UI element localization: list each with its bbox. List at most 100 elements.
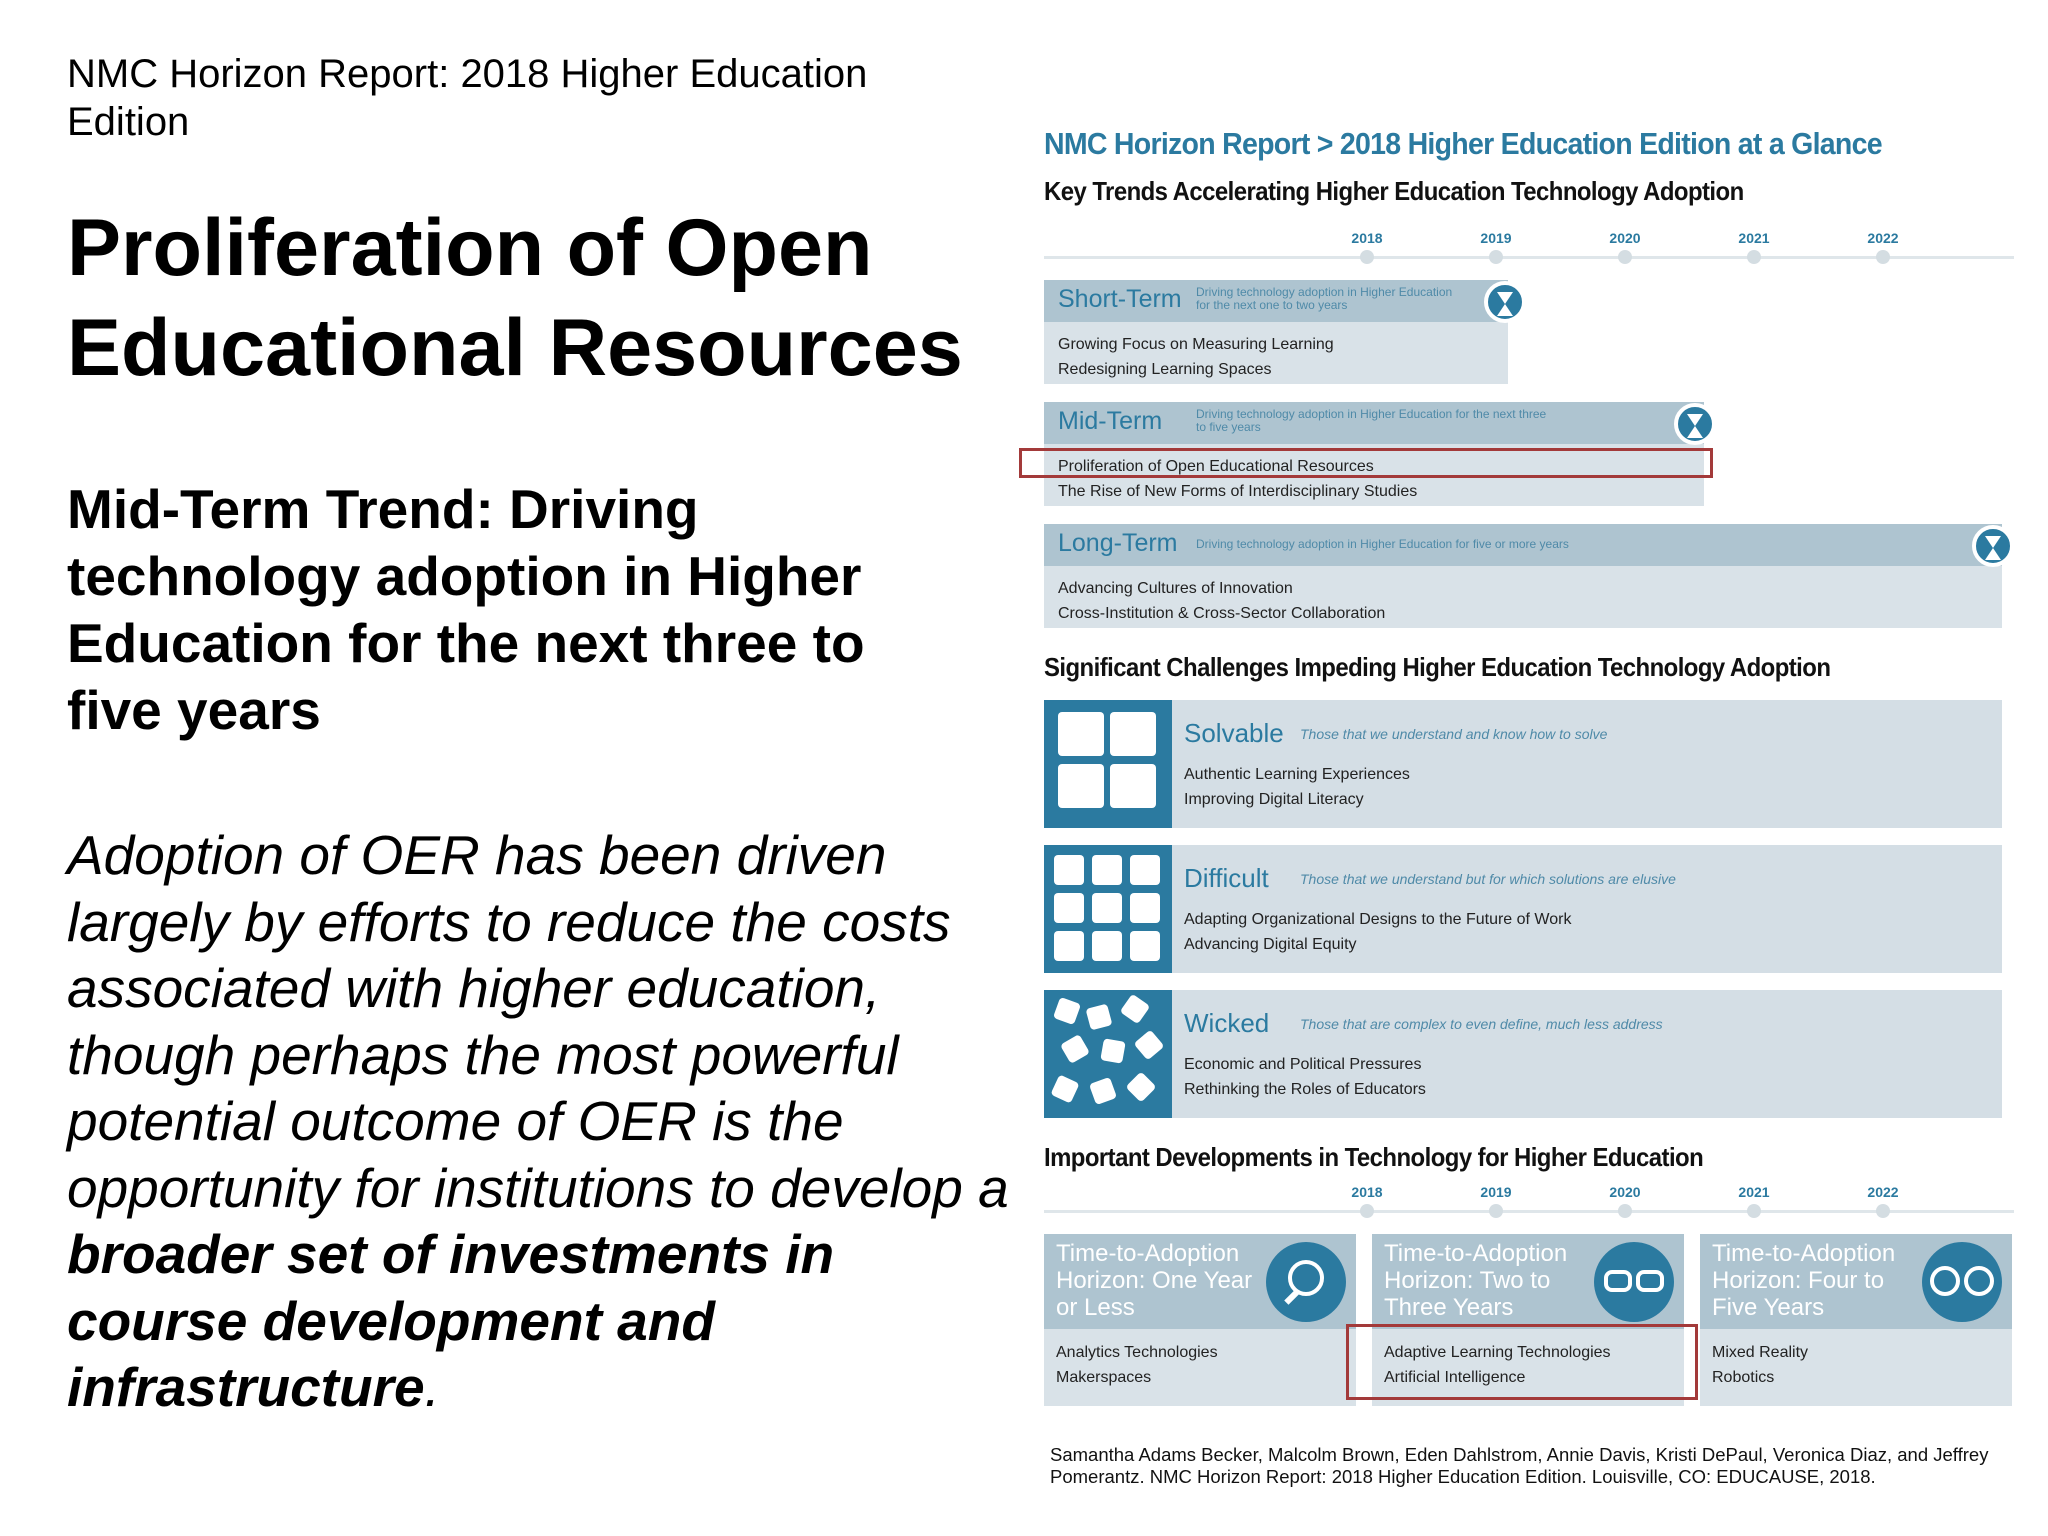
magnifier-icon xyxy=(1266,1242,1346,1322)
term-items: Growing Focus on Measuring Learning Rede… xyxy=(1058,332,1334,382)
timeline-dot xyxy=(1747,250,1761,264)
highlight-box-oer-trend xyxy=(1019,448,1713,478)
left-column: NMC Horizon Report: 2018 Higher Educatio… xyxy=(67,50,1017,1421)
timeline-line xyxy=(1044,256,2014,259)
timeline-dot xyxy=(1489,1204,1503,1218)
timeline-year: 2022 xyxy=(1867,1184,1899,1200)
term-bar xyxy=(1044,402,1704,444)
timeline-dot xyxy=(1747,1204,1761,1218)
term-description: Driving technology adoption in Higher Ed… xyxy=(1196,407,1547,434)
timeline-dot xyxy=(1876,250,1890,264)
mid-term-trend: Mid-Term Driving technology adoption in … xyxy=(1044,402,1716,506)
term-name: Long-Term xyxy=(1058,529,1178,557)
timeline-dot xyxy=(1360,250,1374,264)
term-bar xyxy=(1044,524,2002,566)
timeline-year: 2020 xyxy=(1609,1184,1641,1200)
development-item: Robotics xyxy=(1712,1369,1775,1386)
timeline-dot xyxy=(1876,1204,1890,1218)
challenge-item: Improving Digital Literacy xyxy=(1184,791,1364,808)
body-text-bold: broader set of investments in course dev… xyxy=(67,1223,835,1418)
challenge-item: Authentic Learning Experiences xyxy=(1184,766,1410,783)
development-item: Analytics Technologies xyxy=(1056,1344,1218,1361)
timeline-year: 2019 xyxy=(1480,230,1512,246)
challenge-wicked: Wicked Those that are complex to even de… xyxy=(1044,990,2002,1118)
timeline-line xyxy=(1044,1210,2014,1213)
trend-item: Proliferation of Open Educational Resour… xyxy=(1058,458,1374,475)
development-one-year: Time-to-Adoption Horizon: One Year or Le… xyxy=(1044,1234,1356,1406)
infographic-title: NMC Horizon Report > 2018 Higher Educati… xyxy=(1044,126,1883,161)
challenge-description: Those that we understand but for which s… xyxy=(1300,871,1676,887)
trend-item: Redesigning Learning Spaces xyxy=(1058,361,1272,378)
term-description: Driving technology adoption in Higher Ed… xyxy=(1196,285,1453,312)
development-item: Mixed Reality xyxy=(1712,1344,1809,1361)
short-term-trend: Short-Term Driving technology adoption i… xyxy=(1044,280,1526,384)
development-item: Adaptive Learning Technologies xyxy=(1384,1344,1611,1361)
timeline-dot xyxy=(1360,1204,1374,1218)
challenge-solvable: Solvable Those that we understand and kn… xyxy=(1044,700,2002,828)
puzzle-icon xyxy=(1044,700,1172,828)
puzzle-icon xyxy=(1044,845,1172,973)
hourglass-icon xyxy=(1972,525,2014,567)
developments-timeline: 2018 2019 2020 2021 2022 xyxy=(1044,1184,2014,1220)
citation: Samantha Adams Becker, Malcolm Brown, Ed… xyxy=(1050,1444,1989,1487)
timeline-year: 2018 xyxy=(1351,230,1383,246)
timeline-dot xyxy=(1489,250,1503,264)
term-name: Short-Term xyxy=(1058,285,1182,313)
challenge-items: Adapting Organizational Designs to the F… xyxy=(1184,907,1571,957)
challenge-description: Those that are complex to even define, m… xyxy=(1300,1016,1663,1032)
puzzle-icon xyxy=(1044,990,1172,1118)
term-description: Driving technology adoption in Higher Ed… xyxy=(1196,537,1569,551)
challenge-item: Adapting Organizational Designs to the F… xyxy=(1184,911,1572,928)
hourglass-icon xyxy=(1484,281,1526,323)
challenge-name: Difficult xyxy=(1184,863,1269,893)
challenge-items: Economic and Political Pressures Rethink… xyxy=(1184,1052,1426,1102)
development-heading: Time-to-Adoption Horizon: Two to Three Y… xyxy=(1384,1240,1568,1321)
challenge-name: Solvable xyxy=(1184,718,1284,748)
binoculars-icon xyxy=(1922,1242,2002,1322)
challenge-description: Those that we understand and know how to… xyxy=(1300,726,1608,742)
horizon-infographic: NMC Horizon Report > 2018 Higher Educati… xyxy=(1019,112,2014,1422)
body-text-2: . xyxy=(424,1356,440,1418)
challenge-item: Economic and Political Pressures xyxy=(1184,1056,1422,1073)
highlight-box-two-three-years xyxy=(1346,1324,1698,1400)
development-two-three-years: Time-to-Adoption Horizon: Two to Three Y… xyxy=(1372,1234,1684,1406)
timeline-dot xyxy=(1618,250,1632,264)
challenges-heading: Significant Challenges Impeding Higher E… xyxy=(1044,652,1831,682)
timeline-year: 2021 xyxy=(1738,230,1770,246)
trend-item: The Rise of New Forms of Interdisciplina… xyxy=(1058,483,1418,500)
development-items: Mixed Reality Robotics xyxy=(1712,1340,1808,1390)
development-four-five-years: Time-to-Adoption Horizon: Four to Five Y… xyxy=(1700,1234,2012,1406)
trend-item: Growing Focus on Measuring Learning xyxy=(1058,336,1334,353)
timeline-year: 2021 xyxy=(1738,1184,1770,1200)
page-title: Proliferation of Open Educational Resour… xyxy=(67,203,963,393)
timeline-year: 2018 xyxy=(1351,1184,1383,1200)
trend-item: Advancing Cultures of Innovation xyxy=(1058,580,1293,597)
development-items: Adaptive Learning Technologies Artificia… xyxy=(1384,1340,1611,1390)
development-item: Artificial Intelligence xyxy=(1384,1369,1526,1386)
glasses-icon xyxy=(1594,1242,1674,1322)
term-name: Mid-Term xyxy=(1058,407,1163,435)
timeline-year: 2020 xyxy=(1609,230,1641,246)
term-items: Advancing Cultures of Innovation Cross-I… xyxy=(1058,576,1385,626)
report-edition: NMC Horizon Report: 2018 Higher Educatio… xyxy=(67,52,868,144)
challenge-difficult: Difficult Those that we understand but f… xyxy=(1044,845,2002,973)
challenge-item: Advancing Digital Equity xyxy=(1184,936,1357,953)
development-heading: Time-to-Adoption Horizon: Four to Five Y… xyxy=(1712,1240,1896,1321)
development-heading: Time-to-Adoption Horizon: One Year or Le… xyxy=(1056,1240,1253,1321)
challenge-item: Rethinking the Roles of Educators xyxy=(1184,1081,1426,1098)
development-item: Makerspaces xyxy=(1056,1369,1152,1386)
timeline-dot xyxy=(1618,1204,1632,1218)
timeline-year: 2022 xyxy=(1867,230,1899,246)
development-items: Analytics Technologies Makerspaces xyxy=(1056,1340,1218,1390)
challenge-items: Authentic Learning Experiences Improving… xyxy=(1184,762,1410,812)
trend-item: Cross-Institution & Cross-Sector Collabo… xyxy=(1058,605,1386,622)
trends-timeline: 2018 2019 2020 2021 2022 xyxy=(1044,230,2014,266)
timeline-year: 2019 xyxy=(1480,1184,1512,1200)
body-text-1: Adoption of OER has been driven largely … xyxy=(67,824,1009,1219)
term-items: Proliferation of Open Educational Resour… xyxy=(1058,454,1417,504)
trend-subtitle: Mid-Term Trend: Driving technology adopt… xyxy=(67,478,865,741)
term-bar xyxy=(1044,280,1508,322)
developments-heading: Important Developments in Technology for… xyxy=(1044,1142,1704,1172)
hourglass-icon xyxy=(1674,403,1716,445)
trends-heading: Key Trends Accelerating Higher Education… xyxy=(1044,176,1744,206)
